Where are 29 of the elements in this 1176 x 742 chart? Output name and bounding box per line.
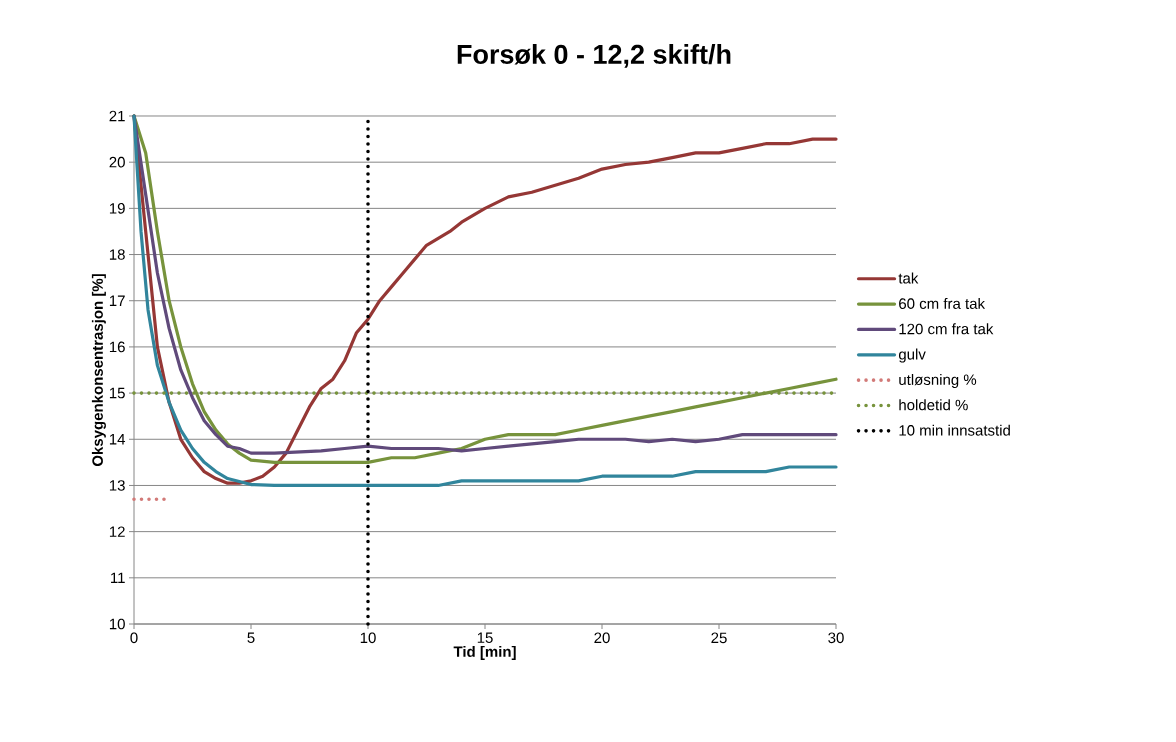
y-axis-title: Oksygenkonsentrasjon [%] bbox=[91, 274, 106, 467]
y-tick-label: 10 bbox=[109, 618, 125, 630]
y-tick-label: 18 bbox=[109, 249, 125, 260]
x-tick-label: 10 bbox=[360, 632, 376, 644]
y-tick-label: 13 bbox=[109, 480, 125, 491]
legend-label: gulv bbox=[898, 348, 926, 363]
x-axis-title: Tid [min] bbox=[453, 645, 516, 660]
legend-label: 120 cm fra tak bbox=[899, 323, 994, 335]
y-tick-label: 11 bbox=[111, 572, 125, 583]
x-tick-label: 15 bbox=[477, 632, 493, 643]
legend-label: 60 cm fra tak bbox=[899, 297, 986, 309]
y-tick-label: 21 bbox=[109, 110, 125, 122]
y-tick-label: 14 bbox=[109, 434, 126, 445]
legend-label: tak bbox=[898, 272, 919, 284]
y-tick-label: 15 bbox=[109, 387, 125, 399]
legend-label: holdetid % bbox=[899, 399, 968, 411]
x-tick-label: 0 bbox=[130, 632, 138, 644]
chart-title: Forsøk 0 - 12,2 skift/h bbox=[457, 44, 731, 68]
x-tick-label: 25 bbox=[711, 632, 727, 644]
y-tick-label: 17 bbox=[109, 295, 125, 306]
x-tick-label: 20 bbox=[594, 632, 610, 644]
x-tick-label: 30 bbox=[828, 632, 844, 644]
y-tick-label: 20 bbox=[109, 156, 125, 168]
y-tick-label: 12 bbox=[109, 526, 125, 537]
y-tick-label: 19 bbox=[109, 203, 125, 214]
legend-label: 10 min innsatstid bbox=[899, 424, 1010, 436]
x-tick-label: 5 bbox=[247, 632, 255, 643]
legend-label: utløsning % bbox=[899, 373, 977, 388]
y-tick-label: 16 bbox=[109, 341, 125, 353]
